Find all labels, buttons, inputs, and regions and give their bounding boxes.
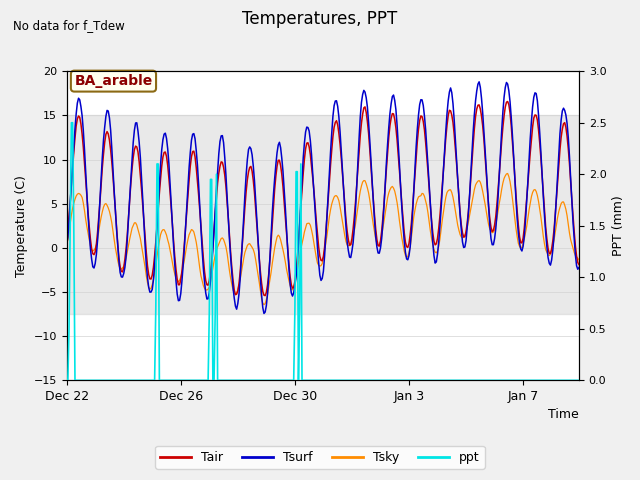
- Text: Time: Time: [548, 408, 579, 421]
- Text: BA_arable: BA_arable: [74, 74, 152, 88]
- Y-axis label: Temperature (C): Temperature (C): [15, 175, 28, 276]
- Bar: [67, 115, 579, 314]
- Legend: Tair, Tsurf, Tsky, ppt: Tair, Tsurf, Tsky, ppt: [155, 446, 485, 469]
- Text: No data for f_Tdew: No data for f_Tdew: [13, 19, 125, 32]
- Text: Temperatures, PPT: Temperatures, PPT: [243, 10, 397, 28]
- Y-axis label: PPT (mm): PPT (mm): [612, 195, 625, 256]
